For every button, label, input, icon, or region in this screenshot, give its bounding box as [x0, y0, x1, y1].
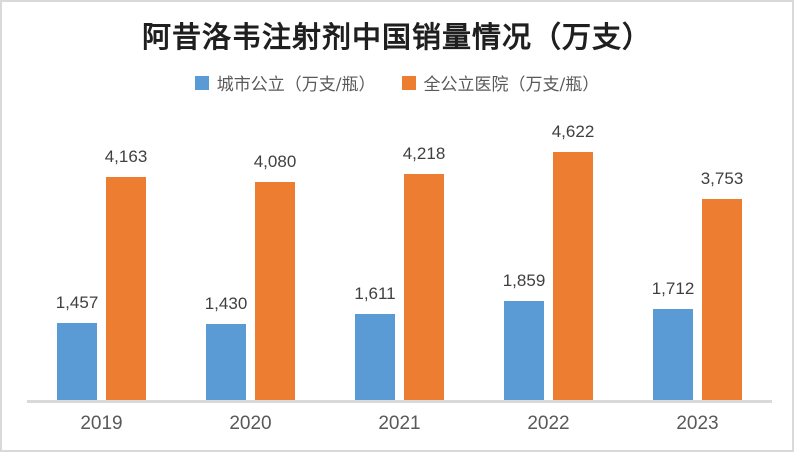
x-tick-label: 2020	[229, 413, 272, 434]
chart-legend: 城市公立（万支/瓶） 全公立医院（万支/瓶）	[2, 70, 792, 95]
data-label: 4,622	[551, 122, 595, 142]
data-label: 1,611	[354, 284, 396, 304]
bar-group-2021: 1,611 4,218	[325, 132, 474, 401]
legend-item-all-public-hospitals: 全公立医院（万支/瓶）	[401, 70, 600, 95]
bar-series1-2019: 4,163	[105, 147, 147, 401]
bar-group-2022: 1,859 4,622	[474, 122, 623, 401]
x-tick-label: 2022	[527, 413, 570, 434]
bar-series0-2019: 1,457	[56, 293, 98, 401]
data-label: 1,712	[651, 278, 695, 298]
legend-item-city-public: 城市公立（万支/瓶）	[194, 70, 376, 95]
chart-title: 阿昔洛韦注射剂中国销量情况（万支）	[141, 20, 652, 54]
bar-group-2019: 1,457 4,163	[27, 132, 176, 401]
x-axis-line	[27, 400, 772, 403]
data-label: 4,080	[253, 151, 297, 171]
bar-series0-2020: 1,430	[205, 294, 247, 401]
bar-series1-2022: 4,622	[552, 122, 594, 401]
bar-series1-2020: 4,080	[254, 152, 296, 401]
x-tick-label: 2021	[378, 413, 421, 434]
legend-swatch-orange-icon	[401, 75, 416, 90]
data-label: 1,430	[204, 294, 248, 314]
bar-series0-2022: 1,859	[503, 271, 545, 401]
data-label: 3,753	[700, 169, 744, 189]
data-label: 1,859	[502, 271, 546, 290]
bar-groups: 1,457 4,163 1,430 4,080 1,611 4,218 1,859 4,622…	[27, 122, 772, 401]
bar-series0-2021: 1,611	[354, 284, 396, 401]
bar-series1-2021: 4,218	[403, 144, 445, 401]
plot-area: 1,457 4,163 1,430 4,080 1,611 4,218 1,859 4,622…	[27, 122, 772, 434]
x-tick-label: 2019	[80, 413, 123, 434]
data-label: 4,163	[104, 147, 148, 167]
x-tick-label: 2023	[676, 413, 719, 434]
bar-group-2020: 1,430 4,080	[176, 132, 325, 401]
legend-swatch-blue-icon	[194, 75, 209, 90]
legend-label: 城市公立（万支/瓶）	[216, 75, 376, 95]
data-label: 4,218	[402, 144, 446, 164]
bar-series0-2023: 1,712	[652, 279, 694, 401]
bar-series1-2023: 3,753	[701, 169, 743, 401]
legend-label: 全公立医院（万支/瓶）	[423, 75, 600, 95]
data-label: 1,457	[55, 292, 99, 312]
x-axis-tick-labels: 2019 2020 2021 2022 2023	[27, 401, 772, 435]
bar-group-2023: 1,712 3,753	[623, 132, 772, 401]
